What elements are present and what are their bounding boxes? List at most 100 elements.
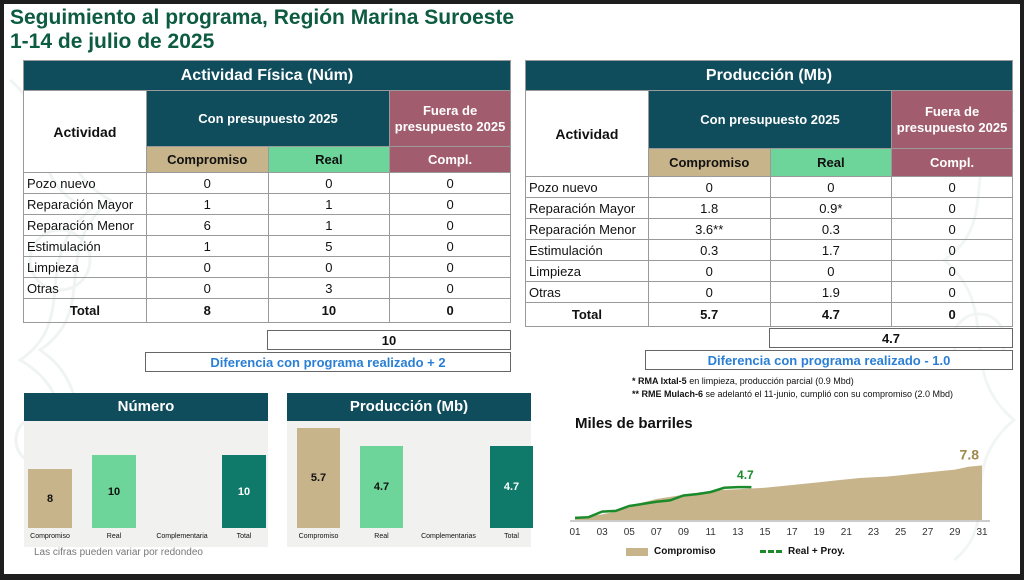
activity-table-header: Actividad Física (Núm) (23, 60, 511, 91)
production-table-header: Producción (Mb) (525, 60, 1013, 91)
table-row: Otras 0 3 0 (23, 277, 511, 299)
compl-value: 0 (389, 235, 511, 257)
production-sum-box: 4.7 (769, 328, 1013, 348)
x-tick-label: 25 (895, 527, 907, 538)
legend-real-label: Real + Proy. (788, 546, 845, 557)
real-value: 1.9 (769, 281, 893, 303)
total-label: Total (23, 298, 147, 323)
x-tick-label: 21 (840, 527, 852, 538)
x-tick-label: 15 (759, 527, 771, 538)
category-label: Total (504, 533, 519, 540)
compromiso-value: 0 (647, 281, 771, 303)
total-compl: 0 (389, 298, 511, 323)
x-tick-label: 31 (976, 527, 988, 538)
footnote-2-text: se adelantó el 11-junio, cumplió con su … (703, 389, 953, 399)
compromiso-value: 1 (145, 193, 269, 215)
real-value: 0 (267, 172, 391, 194)
x-tick-label: 05 (623, 527, 635, 538)
real-value: 0 (769, 260, 893, 282)
bar-value-label: 4.7 (373, 481, 390, 493)
activity-column-header: Actividad (525, 90, 649, 177)
activity-name: Otras (525, 281, 649, 303)
category-label: Real (374, 533, 389, 540)
x-tick-label: 11 (705, 527, 716, 538)
real-end-label: 4.7 (737, 468, 754, 482)
category-label: Compromiso (298, 533, 339, 540)
bar-value-label: 10 (107, 485, 121, 498)
activity-name: Reparación Menor (525, 218, 649, 240)
x-tick-label: 29 (949, 527, 961, 538)
table-row: Estimulación 1 5 0 (23, 235, 511, 257)
activity-name: Estimulación (525, 239, 649, 261)
activity-sum-box: 10 (267, 330, 511, 350)
compl-value: 0 (891, 239, 1013, 261)
category-label: Complementarias (421, 533, 476, 540)
compl-value: 0 (389, 256, 511, 278)
category-label: Compromiso (30, 533, 70, 540)
compl-value: 0 (389, 193, 511, 215)
bar-total: 10 (222, 455, 266, 528)
bar-compromiso: 8 (28, 469, 72, 528)
total-real: 4.7 (769, 302, 893, 327)
outside-budget-header: Fuera de presupuesto 2025 (891, 90, 1013, 149)
category-label: Complementaria (156, 533, 208, 540)
bar-value-label: 5.7 (310, 472, 327, 484)
bar-real: 10 (92, 455, 136, 528)
x-tick-label: 09 (677, 527, 690, 538)
activity-name: Otras (23, 277, 147, 299)
table-row: Reparación Mayor 1 1 0 (23, 193, 511, 215)
bar-total: 4.7 (490, 446, 533, 528)
bar-real: 4.7 (360, 446, 403, 528)
compromiso-header: Compromiso (145, 146, 269, 173)
bar-compromiso: 5.7 (297, 428, 340, 528)
real-value: 0.9* (769, 197, 893, 219)
compromiso-end-label: 7.8 (960, 446, 980, 462)
total-compromiso: 8 (145, 298, 269, 323)
compl-value: 0 (891, 218, 1013, 240)
x-tick-label: 17 (786, 527, 798, 538)
compromiso-value: 0 (647, 260, 771, 282)
total-real: 10 (267, 298, 391, 323)
real-value: 1.7 (769, 239, 893, 261)
table-row: Reparación Menor 6 1 0 (23, 214, 511, 236)
activity-name: Limpieza (525, 260, 649, 282)
compl-value: 0 (389, 172, 511, 194)
compromiso-value: 1.8 (647, 197, 771, 219)
footnote-2: ** RME Mulach-6 se adelantó el 11-junio,… (632, 389, 953, 399)
compromiso-value: 0.3 (647, 239, 771, 261)
compl-value: 0 (891, 176, 1013, 198)
compl-value: 0 (891, 197, 1013, 219)
footnote-1: * RMA Ixtal-5 en limpieza, producción pa… (632, 376, 854, 386)
x-tick-label: 01 (569, 527, 581, 538)
real-proy-line (574, 485, 752, 520)
title-line-2: 1-14 de julio de 2025 (10, 30, 215, 53)
production-difference: Diferencia con programa realizado - 1.0 (645, 350, 1013, 370)
table-row: Estimulación 0.3 1.7 0 (525, 239, 1013, 261)
table-row: Otras 0 1.9 0 (525, 281, 1013, 303)
table-row: Limpieza 0 0 0 (23, 256, 511, 278)
compl-value: 0 (389, 214, 511, 236)
compromiso-value: 0 (145, 256, 269, 278)
compromiso-header: Compromiso (647, 148, 771, 177)
category-label: Total (236, 533, 252, 540)
real-value: 0.3 (769, 218, 893, 240)
compromiso-area (575, 465, 982, 520)
activity-difference: Diferencia con programa realizado + 2 (145, 352, 511, 372)
total-row: Total 5.7 4.7 0 (525, 302, 1013, 327)
legend-compromiso-swatch (626, 547, 648, 556)
production-table: Producción (Mb) Actividad Con presupuest… (525, 60, 1013, 327)
compl-value: 0 (891, 260, 1013, 282)
x-tick-label: 03 (596, 527, 608, 538)
compromiso-value: 0 (647, 176, 771, 198)
activity-column-header: Actividad (23, 90, 147, 173)
bar-value-label: 8 (46, 492, 54, 505)
page-title: Seguimiento al programa, Región Marina S… (10, 6, 514, 54)
area-chart-title: Miles de barriles (575, 415, 693, 432)
x-tick-label: 13 (732, 527, 744, 538)
activity-table: Actividad Física (Núm) Actividad Con pre… (23, 60, 511, 323)
compl-value: 0 (389, 277, 511, 299)
activity-name: Reparación Menor (23, 214, 147, 236)
rounding-footnote: Las cifras pueden variar por redondeo (34, 547, 203, 558)
total-compl: 0 (891, 302, 1013, 327)
compromiso-value: 0 (145, 172, 269, 194)
